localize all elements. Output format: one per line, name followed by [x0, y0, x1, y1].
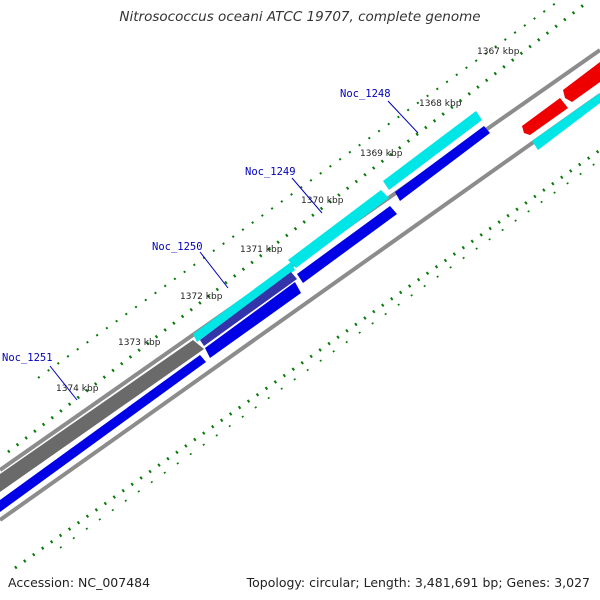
reverse-cds-noc-1248 — [395, 126, 490, 201]
leader-line-noc-1249 — [291, 177, 323, 214]
kbp-label-1368: 1368 kbp — [419, 99, 462, 109]
gene-label-noc-1250[interactable]: Noc_1250 — [152, 241, 203, 253]
kbp-label-1369: 1369 kbp — [360, 149, 403, 159]
dark-overlap-block — [200, 272, 297, 346]
forward-cds-noc-1250 — [193, 262, 295, 342]
accession-text: Accession: NC_007484 — [8, 575, 151, 590]
leader-line-noc-1251 — [49, 365, 78, 401]
red-feature-1 — [522, 98, 568, 135]
inner-minor-ticks — [59, 159, 600, 549]
forward-cds-noc-1249 — [288, 190, 389, 268]
inner-tick-ring — [14, 148, 600, 570]
gene-label-noc-1251[interactable]: Noc_1251 — [2, 352, 53, 364]
gene-label-noc-1248[interactable]: Noc_1248 — [340, 88, 391, 100]
outer-tick-ring — [7, 0, 591, 454]
red-feature-2 — [563, 62, 600, 102]
genome-backbone-inner — [0, 93, 600, 522]
leader-line-noc-1248 — [387, 100, 419, 134]
gray-feature-block — [0, 340, 204, 492]
kbp-label-1367: 1367 kbp — [477, 47, 520, 57]
reverse-cds-noc-1250 — [205, 282, 301, 358]
map-title: Nitrosococcus oceani ATCC 19707, complet… — [119, 9, 481, 25]
reverse-cds-noc-1249 — [297, 206, 397, 283]
genome-summary-text: Topology: circular; Length: 3,481,691 bp… — [246, 575, 590, 590]
leader-line-noc-1250 — [199, 251, 229, 289]
gene-label-noc-1249[interactable]: Noc_1249 — [245, 166, 296, 178]
forward-cds-noc-1248 — [383, 111, 482, 190]
kbp-label-1371: 1371 kbp — [240, 245, 283, 255]
reverse-cds-noc-1251 — [0, 355, 206, 512]
kbp-label-1370: 1370 kbp — [301, 196, 344, 206]
kbp-label-1372: 1372 kbp — [180, 292, 223, 302]
forward-cds-right — [532, 93, 600, 150]
kbp-label-1374: 1374 kbp — [56, 384, 99, 394]
kbp-label-1373: 1373 kbp — [118, 338, 161, 348]
